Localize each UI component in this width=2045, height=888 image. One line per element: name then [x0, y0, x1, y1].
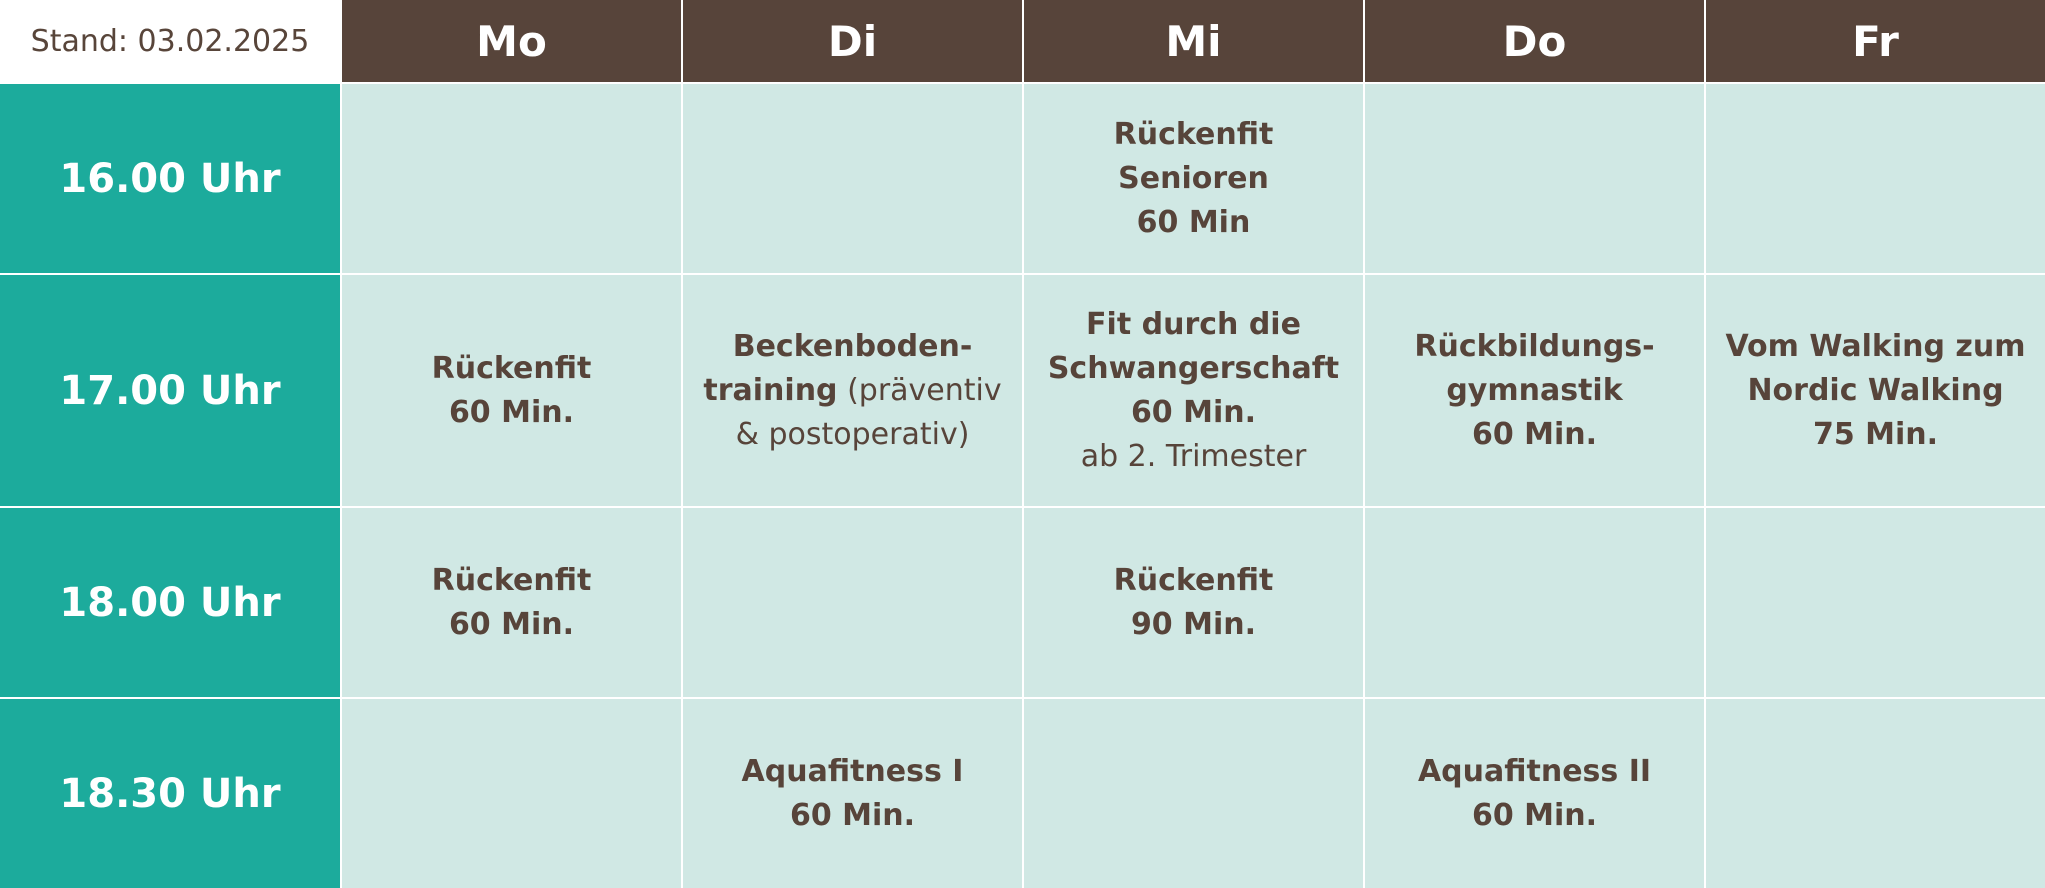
cell-1700-di: Beckenboden- training (präventiv & posto…	[683, 275, 1022, 506]
course-title: Aquafitness I	[741, 753, 964, 789]
course-note: ab 2. Trimester	[1080, 438, 1307, 474]
cell-1700-mi: Fit durch die Schwangerschaft 60 Min. ab…	[1024, 275, 1363, 506]
course-entry: Rückenfit Senioren 60 Min	[1114, 113, 1274, 245]
day-header-fr: Fr	[1706, 0, 2045, 82]
time-label-1700: 17.00 Uhr	[0, 275, 340, 506]
cell-1800-mi: Rückenfit 90 Min.	[1024, 508, 1363, 697]
course-title: training	[703, 372, 838, 408]
course-entry: Aquafitness II 60 Min.	[1418, 750, 1651, 838]
course-entry: Vom Walking zum Nordic Walking 75 Min.	[1725, 325, 2025, 457]
stand-date: Stand: 03.02.2025	[0, 0, 340, 82]
course-entry: Fit durch die Schwangerschaft 60 Min. ab…	[1048, 303, 1339, 479]
cell-1600-di	[683, 84, 1022, 273]
course-title: Nordic Walking	[1747, 372, 2004, 408]
course-title: Rückenfit	[1113, 116, 1274, 152]
cell-1600-mi: Rückenfit Senioren 60 Min	[1024, 84, 1363, 273]
cell-1600-mo	[342, 84, 681, 273]
course-title: Schwangerschaft	[1047, 350, 1340, 386]
time-label-1830: 18.30 Uhr	[0, 699, 340, 888]
course-title: Vom Walking zum	[1725, 328, 2026, 364]
time-label-1600: 16.00 Uhr	[0, 84, 340, 273]
cell-1800-mo: Rückenfit 60 Min.	[342, 508, 681, 697]
course-duration: 60 Min.	[448, 606, 575, 642]
course-entry: Rückenfit 90 Min.	[1114, 559, 1274, 647]
course-duration: 60 Min.	[1471, 416, 1598, 452]
course-title: Aquafitness II	[1417, 753, 1652, 789]
cell-1800-do	[1365, 508, 1704, 697]
course-entry: Beckenboden- training (präventiv & posto…	[703, 325, 1001, 457]
course-note: & postoperativ)	[735, 416, 970, 452]
cell-1600-fr	[1706, 84, 2045, 273]
course-note: (präventiv	[837, 372, 1002, 408]
course-entry: Rückenfit 60 Min.	[432, 559, 592, 647]
course-title: Beckenboden-	[732, 328, 973, 364]
day-header-di: Di	[683, 0, 1022, 82]
course-title: Rückenfit	[1113, 562, 1274, 598]
course-duration: 60 Min.	[1130, 394, 1257, 430]
course-entry: Rückbildungs- gymnastik 60 Min.	[1414, 325, 1654, 457]
course-duration: 60 Min.	[789, 797, 916, 833]
course-duration: 60 Min	[1136, 204, 1251, 240]
cell-1830-mi	[1024, 699, 1363, 888]
course-duration: 75 Min.	[1812, 416, 1939, 452]
cell-1600-do	[1365, 84, 1704, 273]
cell-1800-di	[683, 508, 1022, 697]
cell-1700-do: Rückbildungs- gymnastik 60 Min.	[1365, 275, 1704, 506]
course-entry: Aquafitness I 60 Min.	[742, 750, 964, 838]
day-header-do: Do	[1365, 0, 1704, 82]
course-duration: 60 Min.	[448, 394, 575, 430]
cell-1830-do: Aquafitness II 60 Min.	[1365, 699, 1704, 888]
course-title: Fit durch die	[1086, 306, 1301, 342]
course-title: Rückenfit	[431, 562, 592, 598]
course-title: Rückbildungs-	[1414, 328, 1655, 364]
cell-1700-fr: Vom Walking zum Nordic Walking 75 Min.	[1706, 275, 2045, 506]
cell-1830-fr	[1706, 699, 2045, 888]
time-label-1800: 18.00 Uhr	[0, 508, 340, 697]
course-title: gymnastik	[1446, 372, 1623, 408]
course-duration: 60 Min.	[1471, 797, 1598, 833]
cell-1800-fr	[1706, 508, 2045, 697]
cell-1830-mo	[342, 699, 681, 888]
course-title: Rückenfit	[431, 350, 592, 386]
course-duration: 90 Min.	[1130, 606, 1257, 642]
day-header-mi: Mi	[1024, 0, 1363, 82]
course-title: Senioren	[1118, 160, 1269, 196]
cell-1700-mo: Rückenfit 60 Min.	[342, 275, 681, 506]
cell-1830-di: Aquafitness I 60 Min.	[683, 699, 1022, 888]
day-header-mo: Mo	[342, 0, 681, 82]
course-entry: Rückenfit 60 Min.	[432, 347, 592, 435]
